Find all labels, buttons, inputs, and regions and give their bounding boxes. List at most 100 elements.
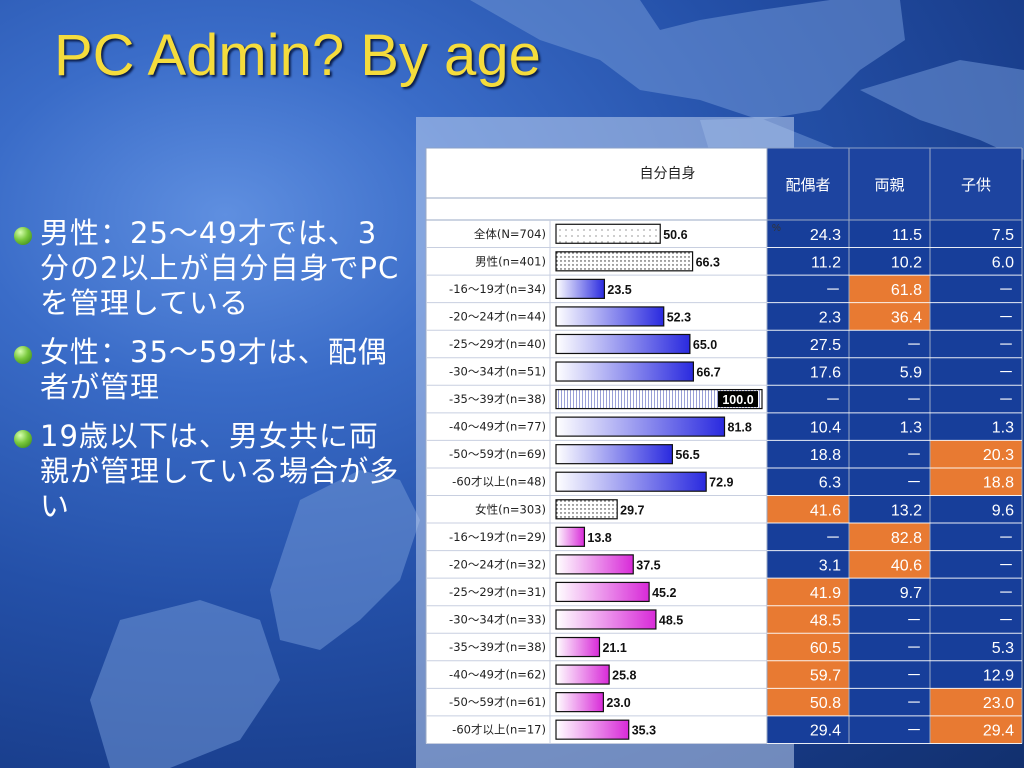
- bullet-item: 19歳以下は、男女共に両親が管理している場合が多い: [14, 419, 404, 524]
- value-text: 41.9: [810, 585, 841, 602]
- value-text: 48.5: [810, 612, 841, 629]
- data-label: 100.0: [722, 393, 753, 407]
- value-cell: [930, 523, 1022, 551]
- data-label: 72.9: [709, 476, 733, 490]
- row-label: 女性(n=303): [475, 502, 546, 516]
- value-text: －: [998, 337, 1014, 354]
- value-cell: [767, 440, 849, 468]
- value-text: －: [825, 392, 841, 409]
- value-cell: [930, 688, 1022, 716]
- data-label: 23.0: [606, 696, 630, 710]
- data-label: 65.0: [693, 338, 717, 352]
- value-cell: [849, 412, 930, 441]
- value-cell: [767, 633, 849, 661]
- value-text: 36.4: [891, 309, 922, 326]
- row-label: -20～24才(n=44): [449, 309, 546, 323]
- data-label: 35.3: [632, 724, 656, 738]
- data-label: 52.3: [667, 310, 691, 324]
- value-text: 6.0: [992, 254, 1014, 271]
- value-text: 9.7: [900, 585, 922, 602]
- row-label: -20～24才(n=32): [449, 557, 546, 571]
- value-cell: [849, 330, 930, 358]
- value-text: 50.8: [810, 695, 841, 712]
- value-cell: [767, 523, 849, 551]
- bar: [555, 251, 694, 272]
- row-label: 男性(n=401): [475, 254, 546, 268]
- value-text: －: [998, 585, 1014, 602]
- value-cell: [849, 385, 930, 413]
- bar: [555, 692, 604, 713]
- bullet-text: 女性：35～59才は、配偶者が管理: [40, 335, 388, 404]
- bar: [555, 416, 726, 437]
- value-text: －: [998, 392, 1014, 409]
- data-label: 23.5: [607, 283, 631, 297]
- row-label: 全体(N=704): [474, 227, 546, 241]
- slide-title: PC Admin? By age: [54, 23, 541, 88]
- row-label: -25～29才(n=31): [449, 585, 546, 599]
- bar: [555, 444, 673, 465]
- bullet-dot-icon: [14, 430, 32, 448]
- value-cell: [930, 467, 1022, 496]
- value-text: 5.3: [992, 640, 1014, 657]
- value-cell: [849, 247, 930, 276]
- value-cell: [849, 715, 930, 744]
- value-text: 18.8: [810, 447, 841, 464]
- data-label: 66.3: [696, 255, 720, 269]
- bar: [555, 361, 695, 382]
- bullet-text: 19歳以下は、男女共に両親が管理している場合が多い: [40, 419, 400, 523]
- value-cell: [930, 385, 1022, 413]
- value-text: －: [906, 723, 922, 740]
- unit-label: %: [772, 223, 781, 234]
- row-label: -50～59才(n=61): [449, 695, 546, 709]
- row-label: -25～29才(n=40): [449, 337, 546, 351]
- bar: [555, 581, 650, 603]
- data-label: 13.8: [587, 531, 611, 545]
- value-text: －: [906, 475, 922, 492]
- row-label: -16～19才(n=34): [449, 282, 546, 296]
- value-text: 9.6: [992, 502, 1014, 519]
- value-text: 6.3: [819, 475, 841, 492]
- bar: [555, 526, 586, 547]
- value-text: 60.5: [810, 640, 841, 657]
- value-cell: [930, 275, 1022, 303]
- value-cell: [767, 578, 849, 606]
- column-header: 子供: [961, 176, 991, 194]
- data-label: 29.7: [620, 503, 644, 517]
- value-text: 12.9: [983, 668, 1014, 685]
- value-text: 17.6: [810, 365, 841, 382]
- value-cell: [849, 660, 930, 689]
- bar: [555, 554, 634, 575]
- bar: [555, 388, 763, 410]
- bullet-text: 男性：25～49才では、3分の2以上が自分自身でPCを管理している: [40, 216, 400, 320]
- data-label: 81.8: [728, 421, 752, 435]
- row-label: -40～49才(n=62): [449, 668, 546, 682]
- value-cell: [930, 633, 1022, 661]
- value-text: 18.8: [983, 475, 1014, 492]
- bar: [555, 609, 657, 630]
- value-text: －: [998, 365, 1014, 382]
- value-text: 20.3: [983, 447, 1014, 464]
- value-text: 1.3: [900, 420, 922, 437]
- value-text: 27.5: [810, 337, 841, 354]
- value-cell: [930, 247, 1022, 276]
- data-label: 25.8: [612, 669, 636, 683]
- bar: [555, 306, 665, 327]
- value-text: 82.8: [891, 530, 922, 547]
- value-text: 23.0: [983, 695, 1014, 712]
- value-text: －: [825, 530, 841, 547]
- value-cell: [930, 578, 1022, 606]
- bullet-item: 男性：25～49才では、3分の2以上が自分自身でPCを管理している: [14, 216, 404, 321]
- column-header-background: [767, 148, 1022, 220]
- row-label: -16～19才(n=29): [449, 530, 546, 544]
- value-text: 29.4: [810, 723, 841, 740]
- value-cell: [849, 688, 930, 716]
- value-cell: [849, 605, 930, 634]
- bar: [555, 499, 618, 520]
- value-cell: [930, 302, 1022, 331]
- value-cell: [767, 220, 849, 248]
- value-cell: [767, 715, 849, 744]
- value-cell: [767, 385, 849, 413]
- value-text: 40.6: [891, 557, 922, 574]
- value-cell: [849, 302, 930, 331]
- value-cell: [849, 440, 930, 468]
